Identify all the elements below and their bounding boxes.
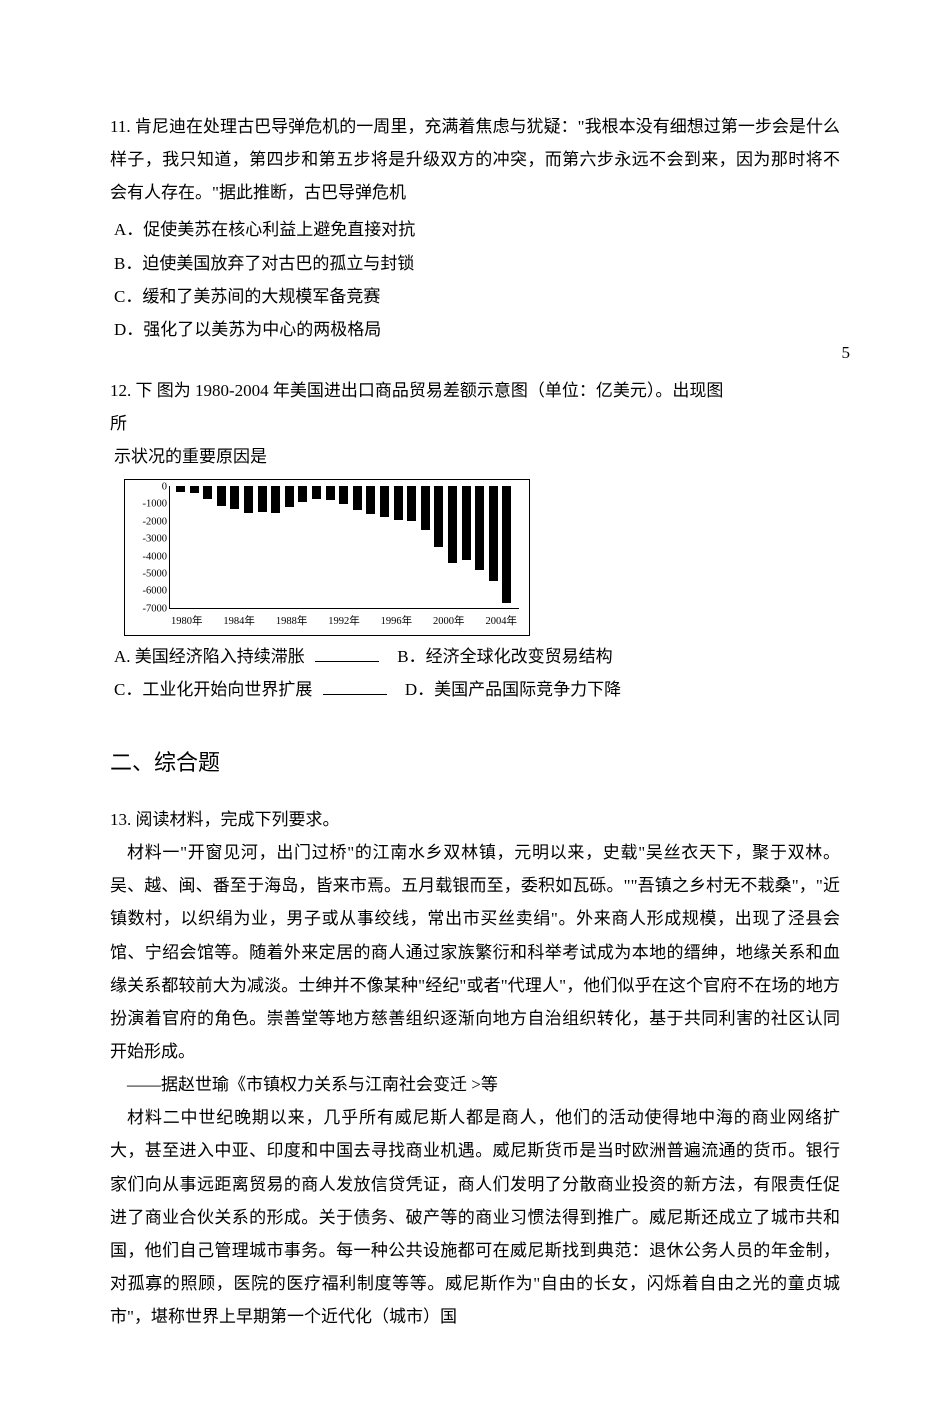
chart-bar <box>298 486 307 502</box>
chart-xlabel: 1988年 <box>276 612 308 632</box>
q11-opt-c: C．缓和了美苏间的大规模军备竞赛 <box>114 280 840 313</box>
chart-bar <box>312 486 321 498</box>
q13-material-2: 材料二中世纪晚期以来，几乎所有威尼斯人都是商人，他们的活动使得地中海的商业网络扩… <box>110 1101 840 1333</box>
chart-bar <box>448 486 457 563</box>
chart-xlabel: 2000年 <box>433 612 465 632</box>
trade-deficit-chart: 0 -1000 -2000 -3000 -4000 -5000 -6000 -7000 198… <box>124 479 530 635</box>
q13-material-1: 材料一"开窗见河，出门过桥"的江南水乡双林镇，元明以来，史载"吴丝衣天下，聚于双… <box>110 836 840 1068</box>
chart-bar <box>462 486 471 559</box>
chart-ytick: 0 <box>162 482 170 493</box>
question-11: 11. 肯尼迪在处理古巴导弹危机的一周里，充满着焦虑与犹疑："我根本没有细想过第… <box>110 110 840 346</box>
chart-bar <box>489 486 498 580</box>
page-corner-number: 5 <box>842 336 851 369</box>
chart-ytick: -4000 <box>143 552 171 563</box>
q13-number: 13. <box>110 810 131 829</box>
q12-opt-c: C．工业化开始向世界扩展 <box>114 680 317 699</box>
q12-stem-post: 示状况的重要原因是 <box>110 440 840 473</box>
q12-opt-a: A. 美国经济陷入持续滞胀 <box>114 647 309 666</box>
q12-number: 12. <box>110 381 131 400</box>
chart-bar <box>271 486 280 513</box>
chart-ytick: -1000 <box>143 500 171 511</box>
blank-line <box>315 646 379 662</box>
chart-bar <box>434 486 443 547</box>
chart-bar <box>353 486 362 510</box>
chart-bar <box>502 486 511 603</box>
q12-stem: 12. 下 图为 1980-2004 年美国进出口商品贸易差额示意图（单位：亿美… <box>110 374 840 407</box>
chart-bar <box>230 486 239 509</box>
q11-opt-b: B．迫使美国放弃了对古巴的孤立与封锁 <box>114 247 840 280</box>
chart-bar <box>366 486 375 514</box>
q12-opt-d: D．美国产品国际竞争力下降 <box>405 680 621 699</box>
chart-bar <box>244 486 253 512</box>
q12-opt-row-ab: A. 美国经济陷入持续滞胀 B．经济全球化改变贸易结构 <box>114 640 840 673</box>
chart-bar <box>176 486 185 491</box>
q11-number: 11. <box>110 117 131 136</box>
q12-opt-b: B．经济全球化改变贸易结构 <box>397 647 612 666</box>
chart-xlabel: 1980年 <box>171 612 203 632</box>
q11-options: A．促使美苏在核心利益上避免直接对抗 B．迫使美国放弃了对古巴的孤立与封锁 C．… <box>110 213 840 346</box>
chart-ytick: -3000 <box>143 534 171 545</box>
section-2-title: 二、综合题 <box>110 742 840 785</box>
chart-ytick: -7000 <box>143 604 171 615</box>
q11-opt-a: A．促使美苏在核心利益上避免直接对抗 <box>114 213 840 246</box>
chart-bar <box>258 486 267 511</box>
q12-opt-row-cd: C．工业化开始向世界扩展 D．美国产品国际竞争力下降 <box>114 673 840 706</box>
chart-bar <box>407 486 416 521</box>
chart-ytick: -5000 <box>143 569 171 580</box>
chart-bar <box>394 486 403 519</box>
q11-stem: 11. 肯尼迪在处理古巴导弹危机的一周里，充满着焦虑与犹疑："我根本没有细想过第… <box>110 110 840 209</box>
question-13: 13. 阅读材料，完成下列要求。 材料一"开窗见河，出门过桥"的江南水乡双林镇，… <box>110 803 840 1333</box>
blank-line <box>323 679 387 695</box>
chart-bar <box>475 486 484 570</box>
q11-opt-d: D．强化了以美苏为中心的两极格局 <box>114 313 840 346</box>
question-12: 12. 下 图为 1980-2004 年美国进出口商品贸易差额示意图（单位：亿美… <box>110 374 840 706</box>
chart-bar <box>203 486 212 498</box>
chart-xlabel: 1984年 <box>223 612 255 632</box>
chart-bar <box>421 486 430 530</box>
chart-xlabel: 1996年 <box>381 612 413 632</box>
chart-bar <box>339 486 348 503</box>
chart-bar <box>217 486 226 506</box>
chart-bar <box>190 486 199 492</box>
q12-options: A. 美国经济陷入持续滞胀 B．经济全球化改变贸易结构 C．工业化开始向世界扩展… <box>110 640 840 706</box>
chart-xlabel: 1992年 <box>328 612 360 632</box>
chart-ytick: -6000 <box>143 587 171 598</box>
chart-bar <box>380 486 389 517</box>
chart-bar <box>326 486 335 500</box>
chart-ytick: -2000 <box>143 517 171 528</box>
chart-xlabel: 2004年 <box>485 612 517 632</box>
q13-source-1: ——据赵世瑜《市镇权力关系与江南社会变迁 >等 <box>110 1068 840 1101</box>
q12-stem-line2: 所 <box>110 407 840 440</box>
q13-stem: 13. 阅读材料，完成下列要求。 <box>110 803 840 836</box>
chart-bar <box>285 486 294 507</box>
